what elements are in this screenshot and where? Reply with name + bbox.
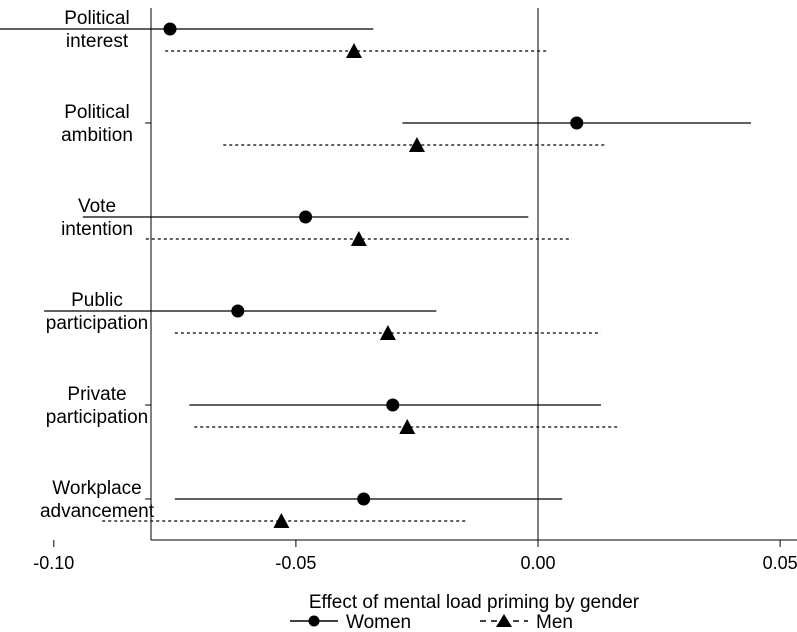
x-tick-label: 0.00 bbox=[520, 553, 555, 573]
category-label-line: ambition bbox=[61, 125, 133, 146]
legend-marker-women bbox=[308, 615, 320, 627]
plot-frame bbox=[145, 8, 797, 541]
category-label: Workplace advancement bbox=[40, 478, 155, 522]
x-axis: -0.15-0.10-0.050.000.050.10 bbox=[33, 540, 797, 573]
category-label-line: Political bbox=[64, 102, 129, 123]
category-label: Political ambition bbox=[61, 102, 133, 146]
category-label: Public participation bbox=[46, 290, 148, 334]
point-estimate bbox=[231, 304, 245, 318]
category-label-line: Vote bbox=[78, 196, 116, 217]
category-label-line: Political bbox=[64, 8, 129, 29]
point-estimate bbox=[350, 231, 367, 246]
series-men bbox=[102, 43, 621, 528]
category-label: Political interest bbox=[64, 8, 129, 52]
point-estimate bbox=[399, 419, 416, 434]
category-label-line: interest bbox=[66, 31, 129, 52]
x-axis-title: Effect of mental load priming by gender bbox=[309, 592, 640, 613]
category-label-line: participation bbox=[46, 313, 148, 334]
point-estimate bbox=[273, 513, 290, 528]
category-label-line: participation bbox=[46, 407, 148, 428]
category-label-line: intention bbox=[61, 219, 133, 240]
series-women bbox=[0, 22, 752, 506]
legend-marker-men bbox=[496, 614, 512, 627]
category-label: Private participation bbox=[46, 384, 148, 428]
legend-label-women: Women bbox=[346, 612, 411, 632]
category-label: Vote intention bbox=[61, 196, 133, 240]
x-tick-label: -0.05 bbox=[275, 553, 316, 573]
point-estimate bbox=[386, 398, 400, 412]
point-estimate bbox=[570, 116, 584, 130]
point-estimate bbox=[346, 43, 363, 58]
category-label-line: Workplace bbox=[52, 478, 141, 499]
category-label-line: Public bbox=[71, 290, 123, 311]
category-label-line: advancement bbox=[40, 501, 155, 522]
point-estimate bbox=[357, 492, 371, 506]
legend-label-men: Men bbox=[536, 612, 573, 632]
series-layer bbox=[0, 22, 752, 528]
point-estimate bbox=[408, 137, 425, 152]
category-label-line: Private bbox=[67, 384, 126, 405]
legend: Women Men bbox=[290, 612, 573, 632]
x-tick-label: -0.10 bbox=[33, 553, 74, 573]
point-estimate bbox=[299, 210, 313, 224]
point-estimate bbox=[163, 22, 177, 36]
point-estimate bbox=[379, 325, 396, 340]
x-tick-label: 0.05 bbox=[763, 553, 797, 573]
